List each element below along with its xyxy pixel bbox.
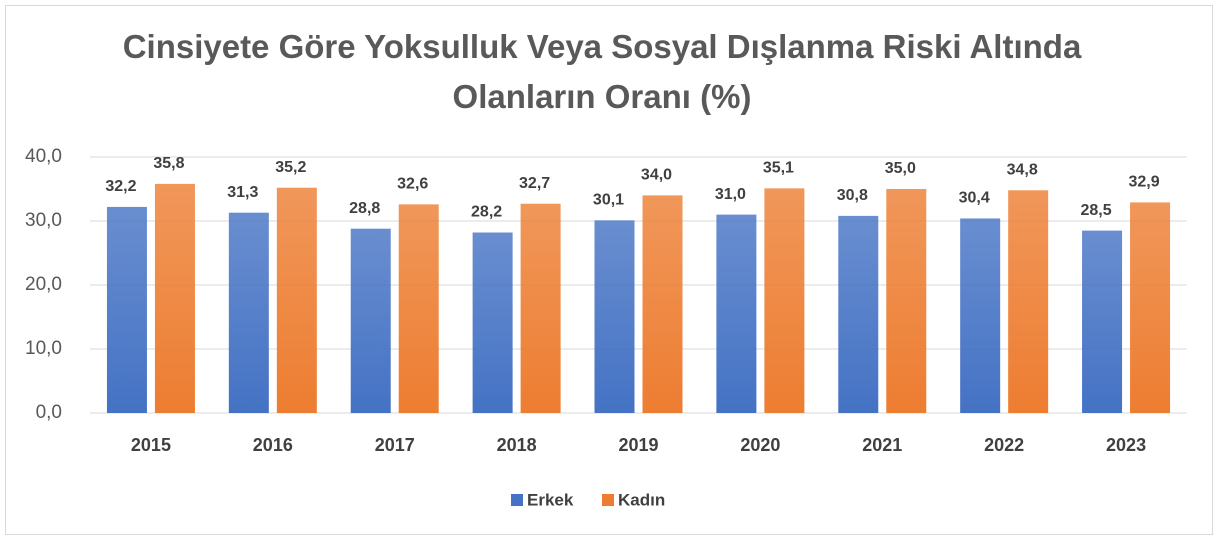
y-tick-label: 30,0 — [25, 210, 62, 231]
bar — [154, 183, 195, 413]
data-label: 32,2 — [105, 178, 136, 195]
x-tick-label: 2020 — [740, 435, 780, 455]
chart-title: Cinsiyete Göre Yoksulluk Veya Sosyal Dış… — [122, 28, 1082, 115]
x-tick-label: 2023 — [1106, 435, 1146, 455]
bar — [716, 214, 757, 413]
data-label: 31,0 — [715, 186, 746, 203]
bar — [1082, 230, 1123, 413]
x-tick-label: 2019 — [618, 435, 658, 455]
bar — [398, 204, 439, 413]
bar — [350, 228, 391, 413]
data-label: 30,8 — [837, 187, 868, 204]
y-tick-label: 0,0 — [36, 402, 62, 423]
data-label: 32,6 — [397, 176, 428, 193]
legend-swatch — [511, 494, 523, 506]
bar — [520, 203, 561, 413]
data-label: 35,0 — [885, 160, 916, 177]
bar — [472, 232, 513, 413]
y-tick-label: 40,0 — [25, 146, 62, 167]
x-tick-label: 2017 — [375, 435, 415, 455]
data-label: 30,4 — [959, 190, 990, 207]
bar — [228, 212, 269, 413]
bar — [594, 220, 635, 413]
data-label: 30,1 — [593, 192, 624, 209]
x-tick-label: 2016 — [253, 435, 293, 455]
data-label: 35,8 — [153, 155, 184, 172]
bar — [642, 195, 683, 413]
legend-label: Erkek — [527, 490, 574, 509]
data-label: 28,5 — [1080, 202, 1111, 219]
data-label: 35,1 — [763, 160, 794, 177]
legend-label: Kadın — [618, 490, 665, 509]
bar — [838, 215, 879, 413]
x-tick-label: 2021 — [862, 435, 902, 455]
x-tick-label: 2018 — [497, 435, 537, 455]
data-label: 31,3 — [227, 184, 258, 201]
data-label: 34,0 — [641, 167, 672, 184]
data-label: 32,9 — [1128, 174, 1159, 191]
legend-swatch — [602, 494, 614, 506]
bar — [1008, 190, 1049, 413]
bar — [764, 188, 805, 413]
bar — [1130, 202, 1171, 413]
bar — [106, 206, 147, 413]
data-label: 28,8 — [349, 200, 380, 217]
data-label: 35,2 — [275, 159, 306, 176]
x-tick-label: 2022 — [984, 435, 1024, 455]
x-tick-label: 2015 — [131, 435, 171, 455]
bar — [276, 187, 317, 413]
y-tick-label: 10,0 — [25, 338, 62, 359]
bar — [960, 218, 1001, 413]
data-label: 32,7 — [519, 175, 550, 192]
data-label: 34,8 — [1007, 161, 1038, 178]
data-label: 28,2 — [471, 204, 502, 221]
y-tick-label: 20,0 — [25, 274, 62, 295]
bar — [886, 189, 927, 413]
